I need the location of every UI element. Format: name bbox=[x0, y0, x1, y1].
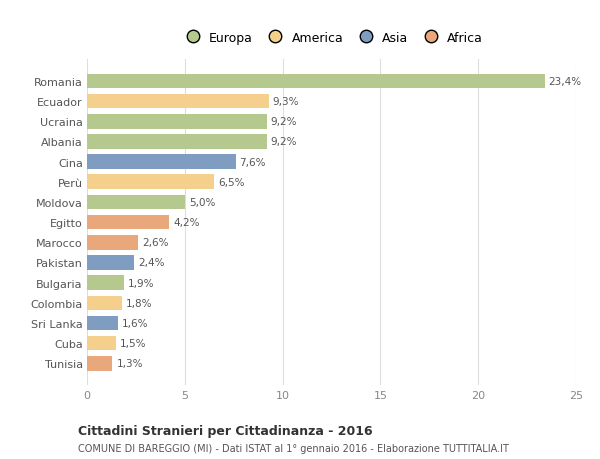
Bar bbox=[87, 276, 124, 290]
Text: 2,6%: 2,6% bbox=[142, 238, 168, 248]
Text: 4,2%: 4,2% bbox=[173, 218, 200, 228]
Bar bbox=[87, 155, 236, 169]
Bar bbox=[87, 115, 267, 129]
Bar bbox=[87, 296, 122, 310]
Text: 23,4%: 23,4% bbox=[548, 77, 582, 87]
Bar bbox=[87, 195, 185, 210]
Bar bbox=[87, 135, 267, 149]
Text: 5,0%: 5,0% bbox=[189, 197, 215, 207]
Text: 1,5%: 1,5% bbox=[120, 338, 147, 348]
Text: 1,9%: 1,9% bbox=[128, 278, 155, 288]
Bar bbox=[87, 336, 116, 351]
Text: Cittadini Stranieri per Cittadinanza - 2016: Cittadini Stranieri per Cittadinanza - 2… bbox=[78, 424, 373, 437]
Bar bbox=[87, 74, 545, 89]
Text: 7,6%: 7,6% bbox=[239, 157, 266, 167]
Bar bbox=[87, 356, 112, 371]
Bar bbox=[87, 95, 269, 109]
Text: 9,3%: 9,3% bbox=[273, 97, 299, 107]
Text: 1,3%: 1,3% bbox=[116, 358, 143, 369]
Text: 1,8%: 1,8% bbox=[126, 298, 152, 308]
Text: 9,2%: 9,2% bbox=[271, 137, 298, 147]
Bar bbox=[87, 215, 169, 230]
Bar bbox=[87, 256, 134, 270]
Text: 6,5%: 6,5% bbox=[218, 177, 245, 187]
Bar bbox=[87, 175, 214, 190]
Text: 9,2%: 9,2% bbox=[271, 117, 298, 127]
Bar bbox=[87, 316, 118, 330]
Bar bbox=[87, 235, 138, 250]
Text: 2,4%: 2,4% bbox=[138, 258, 164, 268]
Legend: Europa, America, Asia, Africa: Europa, America, Asia, Africa bbox=[175, 27, 488, 50]
Text: 1,6%: 1,6% bbox=[122, 318, 149, 328]
Text: COMUNE DI BAREGGIO (MI) - Dati ISTAT al 1° gennaio 2016 - Elaborazione TUTTITALI: COMUNE DI BAREGGIO (MI) - Dati ISTAT al … bbox=[78, 443, 509, 453]
